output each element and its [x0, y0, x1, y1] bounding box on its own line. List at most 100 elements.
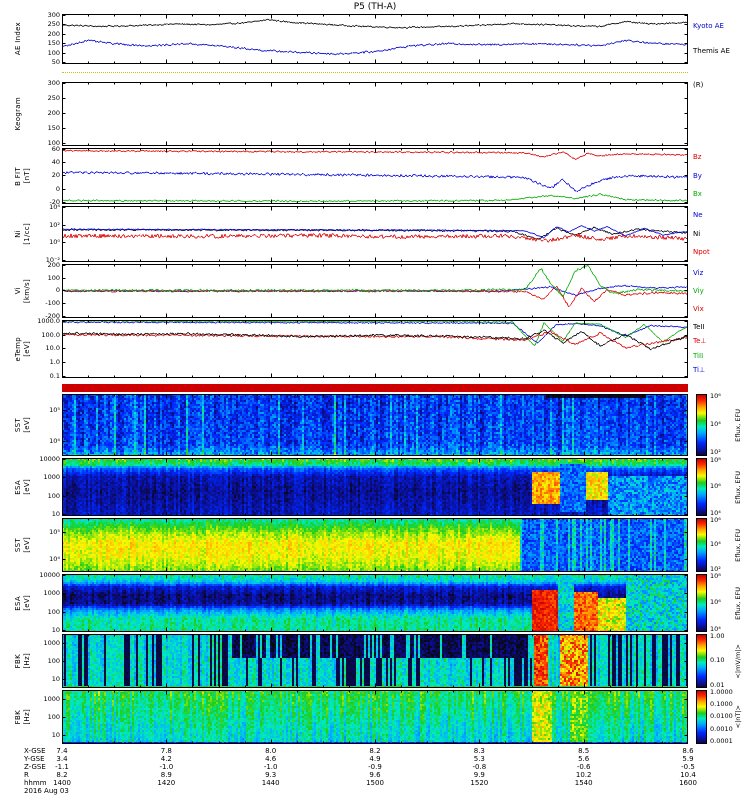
panel-esa_e-ytick: 100	[47, 491, 60, 500]
panel-keogram: Keogram 300 250 200 150 100 (R)	[0, 79, 750, 147]
right-label-ni: Ni	[693, 229, 701, 238]
axis-row-label-hhmm: hhmm	[24, 779, 47, 787]
panel-vi: Vi [km/s] 200 100 0 -100 -200 Viz Viy Vix	[0, 261, 750, 320]
panel-ni-ytick: 10²	[49, 220, 60, 229]
panel-esa_e-ytick: 10000	[39, 455, 60, 464]
axis-row-value: -0.6	[576, 763, 591, 771]
right-label-teii: TeII	[693, 322, 705, 331]
panel-esa_e: ESA [eV] 10000 1000 100 10 10⁸ 10⁶ 10⁴ Eflux, EFU	[0, 455, 750, 518]
axis-row-value: 1520	[470, 779, 489, 787]
axis-row-value: 9.9	[473, 771, 485, 779]
panel-fbk_b-cbar-label: 0.0001	[710, 736, 733, 745]
panels-container: AE Index 300 250 200 150 100 50 Kyoto AE Themis …	[0, 12, 750, 745]
panel-fbk_b-plot	[62, 690, 688, 744]
panel-sst_e-cbar-label: 10⁴	[710, 420, 721, 429]
axis-row-value: 5.3	[473, 755, 485, 763]
panel-fbk_b-colorbar	[696, 690, 707, 744]
panel-ae-plot	[62, 14, 688, 64]
panel-sst_e-cbar-label: 10⁶	[710, 392, 721, 401]
panel-fbk_e-plot	[62, 634, 688, 688]
panel-fbk_b-ytick: 1000	[43, 695, 60, 703]
axis-row-value: -0.5	[681, 763, 695, 771]
panel-esa_i-ytick: 1000	[43, 589, 60, 598]
panel-fbk_e-ytick: 10	[51, 675, 60, 683]
panel-vi-ytick: 100	[47, 273, 60, 282]
right-label-themis-ae: Themis AE	[693, 47, 730, 55]
panel-keogram-ytick: 250	[47, 94, 60, 103]
panel-keogram-ytick: 300	[47, 79, 60, 88]
axis-row-value: 8.9	[160, 771, 172, 779]
right-label-bx: Bx	[693, 190, 702, 199]
panel-vi-ytick: 0	[55, 286, 60, 295]
axis-row-value: 7.4	[56, 747, 68, 755]
axis-row-value: -0.8	[472, 763, 487, 771]
flag-bar	[62, 384, 688, 392]
axis-row-value: 3.4	[56, 755, 68, 763]
panel-vi-ytick: 200	[47, 261, 60, 270]
panel-fbk_b-cbar-label: 1.0000	[710, 688, 733, 697]
panel-esa_i-cbar-label: 10⁸	[710, 572, 721, 581]
panel-keogram-ytick: 200	[47, 109, 60, 118]
panel-fbk_e-colorbar	[696, 634, 707, 688]
axis-row-value: -1.1	[55, 763, 69, 771]
panel-sst_e-ytick: 10⁵	[49, 405, 60, 414]
axis-row-value: 8.0	[265, 747, 277, 755]
axis-row-label-y-gse: Y-GSE	[24, 755, 45, 763]
date-label: 2016 Aug 03	[24, 787, 69, 795]
panel-fbk_b-cbar-label: 0.1000	[710, 700, 733, 709]
panel-esa_e-cbar-label: 10⁶	[710, 482, 721, 491]
panel-ae-ytick: 150	[47, 39, 60, 48]
axis-row-value: -1.0	[159, 763, 174, 771]
panel-esa_e-cbar-label: 10⁸	[710, 456, 721, 465]
panel-sst_i-ytick: 10⁵	[49, 527, 60, 536]
panel-fbk_b: FBK [Hz] 1000 100 10 1.0000 0.1000 0.0100 0.0010…	[0, 688, 750, 745]
axis-row-value: 8.2	[56, 771, 68, 779]
panel-esa_e-cbar-label: 10⁴	[710, 508, 721, 517]
axis-row-value: 5.6	[578, 755, 590, 763]
panel-fbk_e-cbar-label: 0.10	[710, 656, 725, 665]
panel-esa_i-ytick: 100	[47, 607, 60, 616]
axis-row-value: 10.4	[680, 771, 696, 779]
panel-fbk_b-ytick: 100	[47, 713, 60, 721]
panel-sst_e-colorbar	[696, 394, 707, 456]
panel-sst_e-plot	[62, 394, 688, 456]
axis-row-label-r: R	[24, 771, 29, 779]
panel-ni-ytick: 10⁻²	[45, 255, 60, 264]
panel-fbk_b-cbar-label: 0.0100	[710, 712, 733, 721]
panel-etemp: eTemp [eV] 1000.0 100.0 10.0 1.0 0.1 TeII Te⊥ TiI…	[0, 318, 750, 380]
axis-row-value: 1420	[157, 779, 176, 787]
axis-row-value: 8.2	[369, 747, 381, 755]
right-label-viy: Viy	[693, 286, 704, 295]
dotted-separator	[62, 72, 688, 73]
axis-row-label-z-gse: Z-GSE	[24, 763, 46, 771]
panel-esa_i-ytick: 10000	[39, 571, 60, 580]
right-label-te-: Te⊥	[693, 337, 707, 346]
panel-ni-ytick: 10⁰	[49, 238, 60, 247]
right-label-viz: Viz	[693, 268, 704, 277]
panel-ae-ytick: 200	[47, 29, 60, 38]
panel-bfit-ytick: 40	[51, 158, 60, 167]
panel-etemp-ytick: 100.0	[41, 330, 60, 339]
panel-etemp-plot	[62, 320, 688, 378]
axis-row-value: 8.6	[682, 747, 694, 755]
panel-sst_e: SST [eV] 10⁵ 10⁴ 10⁶ 10⁴ 10² Eflux, EFU	[0, 392, 750, 456]
panel-fbk_e-ytick: 100	[47, 657, 60, 665]
axis-row-value: 1440	[261, 779, 280, 787]
right-label-bz: Bz	[693, 152, 702, 161]
right-label-ti-: Ti⊥	[693, 366, 706, 375]
panel-ni: Ni [1/cc] 10⁴ 10² 10⁰ 10⁻² Ne Ni Npot	[0, 204, 750, 264]
panel-bfit-ytick: -20	[49, 197, 60, 206]
panel-esa_e-plot	[62, 458, 688, 516]
panel-flag	[0, 384, 750, 392]
panel-fbk_e-cbar-label: 0.01	[710, 680, 725, 689]
panel-esa_i-ytick: 10	[51, 625, 60, 634]
axis-row-value: 9.6	[369, 771, 381, 779]
panel-vi-ytick: -100	[45, 299, 60, 308]
panel-esa_e-ytick: 1000	[43, 473, 60, 482]
axis-row-value: 7.8	[160, 747, 172, 755]
right-label-ne: Ne	[693, 210, 703, 219]
axis-row-value: -1.0	[263, 763, 278, 771]
panel-sst_i-colorbar	[696, 518, 707, 572]
panel-vi-plot	[62, 264, 688, 318]
